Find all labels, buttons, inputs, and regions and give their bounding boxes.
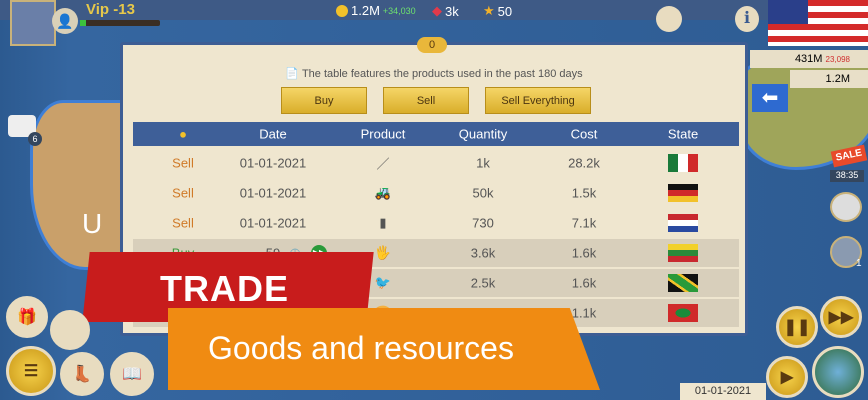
stars-value: 50 [497, 3, 513, 19]
product-icon: ▮ [379, 215, 387, 230]
buy-button[interactable]: Buy [281, 87, 367, 114]
back-arrow-button[interactable]: ⬅ [752, 84, 788, 112]
trade-date: 01-01-2021 [239, 155, 307, 171]
trade-quantity: 2.5k [470, 275, 496, 291]
mail-icon[interactable] [8, 115, 36, 137]
advisor-count: 1 [856, 258, 862, 269]
play-button[interactable]: ▶ [766, 356, 808, 398]
treasury-value: 1.2M [825, 73, 850, 85]
table-row[interactable]: Sell 01-01-2021 ▮ 730 7.1k [133, 209, 739, 237]
trade-cost: 1.6k [571, 275, 597, 291]
germany-flag-icon [668, 184, 698, 202]
book-button[interactable]: 📖 [110, 352, 154, 396]
jamaica-flag-icon [668, 274, 698, 292]
table-header: ● Date Product Quantity Cost State [133, 122, 739, 146]
gems-value: 3k [445, 3, 459, 19]
promo-subtitle: Goods and resources [208, 330, 514, 366]
map-missions-button[interactable] [50, 310, 90, 350]
subtitle-banner [168, 308, 600, 390]
advisor-info-icon[interactable]: ℹ [735, 6, 759, 32]
menu-button[interactable]: ☰ [6, 346, 56, 396]
trade-date: 01-01-2021 [239, 215, 307, 231]
trade-type: Sell [172, 155, 194, 171]
table-row[interactable]: Sell 01-01-2021 🚜 50k 1.5k [133, 179, 739, 207]
vip-level: Vip -13 [86, 1, 135, 18]
trade-cost: 28.2k [568, 155, 600, 171]
maldives-flag-icon [668, 304, 698, 322]
usa-flag-icon[interactable] [768, 0, 868, 46]
gdp-display[interactable]: 431M 23,098 [750, 50, 868, 68]
fast-forward-button[interactable]: ▶▶ [820, 296, 862, 338]
table-row[interactable]: Sell 01-01-2021 ／ 1k 28.2k [133, 149, 739, 177]
column-date: Date [259, 126, 287, 142]
product-icon: 🚜 [374, 185, 392, 200]
sell-button[interactable]: Sell [383, 87, 469, 114]
gem-icon: ◆ [432, 3, 442, 18]
trade-quantity: 3.6k [470, 245, 496, 261]
money-delta: +34,030 [382, 5, 416, 16]
newspaper-icon[interactable] [830, 192, 862, 222]
mexico-flag-icon [668, 154, 698, 172]
column-quantity: Quantity [458, 126, 508, 142]
trade-cost: 1.6k [571, 245, 597, 261]
coin-icon [336, 4, 348, 17]
trade-cost: 1.5k [571, 185, 597, 201]
money-display[interactable]: 1.2M +34,030 [336, 3, 416, 18]
gems-display[interactable]: ◆ 3k [432, 3, 459, 19]
trade-cost: 7.1k [571, 215, 597, 231]
column-cost: Cost [570, 126, 598, 142]
info-note: 📄 The table features the products used i… [285, 68, 583, 80]
panel-badge: 0 [417, 37, 447, 53]
boot-move-button[interactable]: 👢 [60, 352, 104, 396]
product-icon: 🐦 [374, 275, 392, 290]
star-icon: ★ [483, 3, 495, 18]
gdp-delta: 23,098 [825, 55, 850, 64]
trade-quantity: 50k [472, 185, 494, 201]
xp-fill [80, 20, 87, 26]
column-state: State [667, 126, 699, 142]
trade-quantity: 730 [472, 215, 494, 231]
treasury-display[interactable]: 1.2M [790, 70, 868, 88]
profile-icon[interactable]: 👤 [52, 8, 78, 34]
info-note-text: The table features the products used in … [301, 68, 583, 80]
sell-everything-button[interactable]: Sell Everything [485, 87, 591, 114]
trade-cost: 1.1k [571, 305, 597, 321]
gdp-value: 431M [794, 53, 823, 65]
xp-bar [80, 20, 160, 26]
unit-marker-icon[interactable]: U [82, 208, 103, 239]
money-value: 1.2M [351, 3, 380, 18]
trade-quantity: 1k [476, 155, 490, 171]
avatar[interactable] [10, 0, 56, 46]
mail-count: 6 [28, 132, 42, 146]
stars-display[interactable]: ★ 50 [483, 3, 512, 19]
lithuania-flag-icon [668, 244, 698, 262]
advisor-avatar[interactable] [830, 236, 862, 268]
trade-type: Sell [172, 215, 194, 231]
game-date: 01-01-2021 [680, 383, 766, 400]
trade-date: 01-01-2021 [239, 185, 307, 201]
pause-button[interactable]: ❚❚ [776, 306, 818, 348]
shop-button[interactable]: 🎁 [6, 296, 48, 338]
product-icon: ／ [376, 156, 390, 172]
globe-button[interactable] [812, 346, 864, 398]
sale-timer: 38:35 [830, 170, 864, 182]
netherlands-flag-icon [668, 214, 698, 232]
trade-type: Sell [172, 185, 194, 201]
column-product: Product [360, 126, 406, 142]
stats-icon[interactable] [656, 6, 682, 32]
coins-column-icon: ● [179, 126, 187, 142]
top-bar [0, 0, 868, 20]
product-icon: 🖐 [374, 245, 392, 260]
trade-title: TRADE [160, 268, 289, 309]
